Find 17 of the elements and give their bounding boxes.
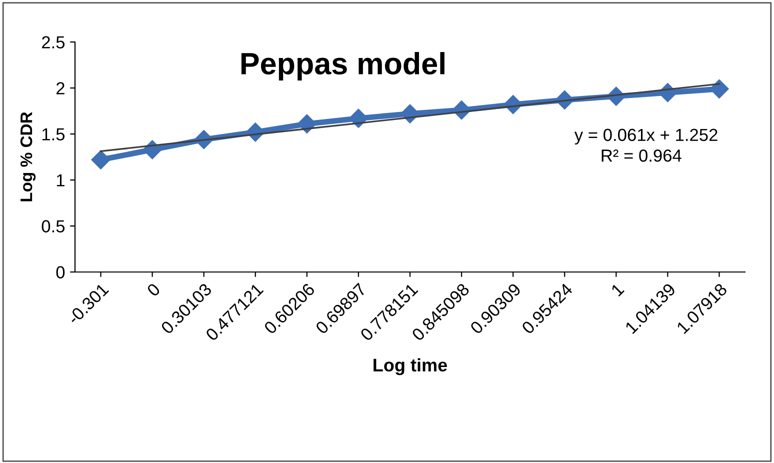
y-tick-label: 2.5 — [42, 36, 65, 48]
point — [297, 114, 316, 134]
point — [348, 108, 368, 128]
y-tick-label: 1.5 — [42, 128, 65, 140]
y-tick-label: 1 — [56, 174, 64, 186]
y-tick-label: 0 — [56, 266, 65, 278]
y-tick-label: 2 — [56, 82, 64, 94]
y-axis-title: Log % CDR — [20, 112, 36, 202]
x-axis-title: Log time — [374, 358, 447, 376]
annotation: y = 0.061x + 1.252 — [574, 128, 718, 144]
x-tick-label: 0 — [146, 282, 161, 298]
annotation: R² = 0.964 — [602, 149, 682, 162]
y-tick-label: 0.5 — [42, 220, 65, 232]
point — [91, 150, 110, 170]
chart-title: Peppas model — [241, 52, 444, 81]
point — [710, 79, 729, 98]
x-tick-label: 1 — [610, 282, 624, 297]
